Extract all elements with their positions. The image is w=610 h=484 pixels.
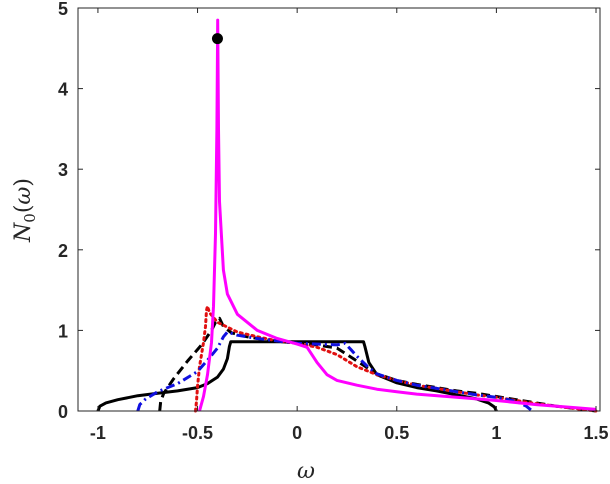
y-tick-label: 3 <box>58 160 68 180</box>
plot-lines <box>96 18 598 413</box>
x-axis-ticks: -1 -0.5 0 0.5 1 1.5 <box>90 8 609 443</box>
y-tick-label: 2 <box>58 241 68 261</box>
plot-frame <box>77 7 601 412</box>
y-tick-label: 4 <box>58 80 68 100</box>
y-tick-label: 5 <box>58 0 68 19</box>
marker-point-1 <box>211 33 223 45</box>
series-line-5 <box>198 18 597 412</box>
series-line-3 <box>194 304 598 413</box>
y-tick-label: 0 <box>58 402 68 422</box>
x-axis-label: ω <box>297 459 315 484</box>
y-tick-label: 1 <box>58 321 68 341</box>
x-tick-label: -0.5 <box>182 423 213 443</box>
markers <box>211 33 223 45</box>
series-line-1 <box>96 340 498 412</box>
x-tick-label: 1 <box>491 423 501 443</box>
x-tick-label: 1.5 <box>583 423 608 443</box>
x-tick-label: 0 <box>292 423 302 443</box>
x-tick-label: -1 <box>90 423 106 443</box>
x-tick-label: 0.5 <box>384 423 409 443</box>
y-axis-ticks: 0 1 2 3 4 5 <box>58 0 600 422</box>
y-axis-label: N0(ω) <box>11 178 39 243</box>
